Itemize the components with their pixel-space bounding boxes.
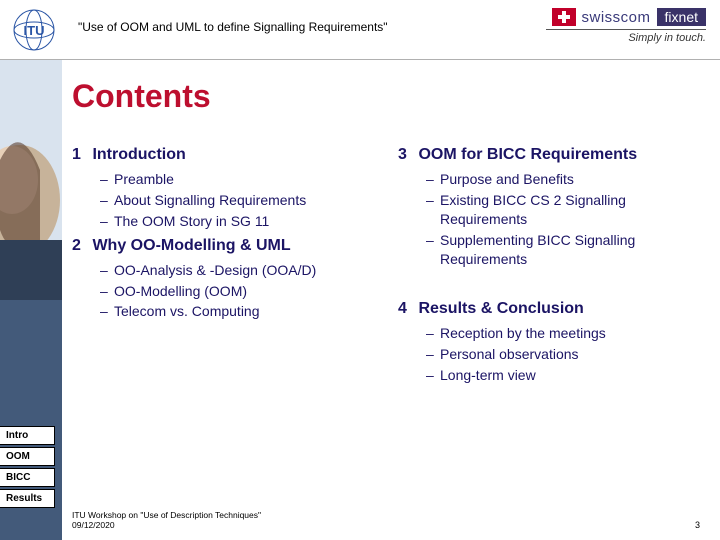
sub-item: –Existing BICC CS 2 Signalling Requireme…	[426, 191, 700, 229]
sub-item: –Telecom vs. Computing	[100, 302, 374, 321]
section-heading: 4 Results & Conclusion	[398, 300, 700, 318]
sub-item: –About Signalling Requirements	[100, 191, 374, 210]
sub-item: –OO-Modelling (OOM)	[100, 282, 374, 301]
swisscom-word: swisscom	[582, 9, 651, 26]
svg-text:ITU: ITU	[24, 23, 45, 38]
nav-tab-oom[interactable]: OOM	[0, 447, 55, 466]
sub-item: –Reception by the meetings	[426, 324, 700, 343]
right-column: 3 OOM for BICC Requirements –Purpose and …	[398, 140, 700, 480]
swisscom-cross-icon	[552, 8, 576, 26]
side-tabs: Intro OOM BICC Results	[0, 426, 55, 510]
fixnet-box: fixnet	[657, 8, 706, 26]
section-heading: 3 OOM for BICC Requirements	[398, 146, 700, 164]
sub-item: –OO-Analysis & -Design (OOA/D)	[100, 261, 374, 280]
sub-item: –The OOM Story in SG 11	[100, 212, 374, 231]
left-column: 1 Introduction –Preamble –About Signalling…	[72, 140, 374, 480]
page-number: 3	[695, 520, 700, 530]
nav-tab-bicc[interactable]: BICC	[0, 468, 55, 487]
page-title: Contents	[72, 78, 211, 115]
sub-item: –Supplementing BICC Signalling Requireme…	[426, 231, 700, 269]
sub-item: –Purpose and Benefits	[426, 170, 700, 189]
header-title: "Use of OOM and UML to define Signalling…	[78, 20, 388, 34]
footer-date: 09/12/2020	[72, 520, 261, 530]
sub-item: –Preamble	[100, 170, 374, 189]
sub-item: –Long-term view	[426, 366, 700, 385]
swisscom-tagline: Simply in touch.	[546, 32, 706, 44]
nav-tab-results[interactable]: Results	[0, 489, 55, 508]
sub-item: –Personal observations	[426, 345, 700, 364]
itu-logo: ITU	[6, 8, 62, 52]
content-body: 1 Introduction –Preamble –About Signalling…	[72, 140, 700, 480]
section-heading: 1 Introduction	[72, 146, 374, 164]
footer-workshop: ITU Workshop on "Use of Description Tech…	[72, 510, 261, 520]
nav-tab-intro[interactable]: Intro	[0, 426, 55, 445]
section-heading: 2 Why OO-Modelling & UML	[72, 237, 374, 255]
swisscom-brand: swisscom fixnet Simply in touch.	[546, 8, 706, 44]
footer: ITU Workshop on "Use of Description Tech…	[72, 510, 700, 530]
header-bar: ITU "Use of OOM and UML to define Signal…	[0, 0, 720, 60]
